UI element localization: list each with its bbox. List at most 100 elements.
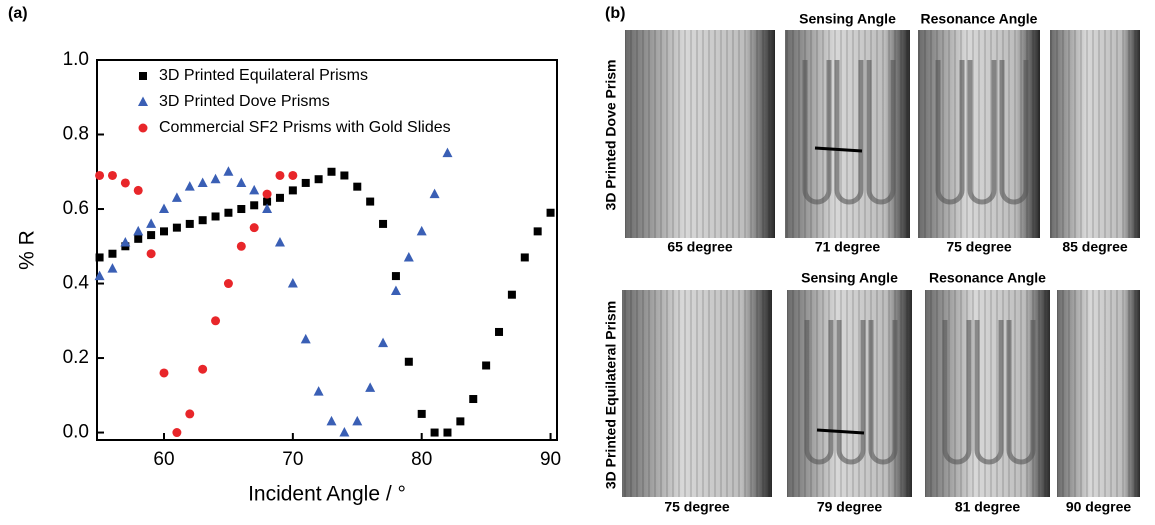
marker	[416, 225, 427, 236]
marker	[443, 428, 452, 437]
marker	[366, 197, 375, 206]
marker	[107, 170, 117, 180]
marker	[249, 184, 260, 195]
micrograph-texture	[625, 30, 775, 238]
marker	[172, 428, 182, 438]
marker	[237, 205, 246, 214]
plot-frame	[96, 59, 558, 441]
channel	[942, 320, 972, 465]
marker	[403, 251, 414, 262]
x-axis-label: Incident Angle / °	[248, 483, 406, 506]
marker	[275, 170, 285, 180]
marker	[314, 175, 323, 184]
caption: 75 degree	[664, 499, 730, 515]
marker	[287, 278, 298, 288]
marker	[185, 409, 195, 419]
y-tick-label: 0.8	[63, 124, 89, 145]
marker	[313, 386, 324, 396]
caption: 71 degree	[815, 239, 881, 255]
marker	[520, 253, 529, 262]
marker	[139, 72, 147, 80]
marker	[211, 212, 220, 221]
marker	[442, 147, 453, 158]
marker	[146, 249, 156, 259]
marker	[185, 219, 194, 228]
marker	[274, 237, 285, 247]
marker	[533, 227, 542, 236]
marker	[546, 208, 555, 217]
marker	[197, 177, 208, 187]
marker	[120, 178, 130, 188]
marker	[133, 225, 144, 236]
marker	[250, 201, 259, 210]
x-tick-label: 70	[282, 449, 303, 470]
marker	[263, 197, 272, 206]
column-header: Resonance Angle	[929, 270, 1046, 286]
column-header: Resonance Angle	[921, 11, 1038, 27]
caption: 79 degree	[817, 499, 883, 515]
marker	[236, 241, 246, 251]
marker	[159, 368, 169, 378]
caption: 75 degree	[946, 239, 1012, 255]
marker	[120, 237, 131, 247]
caption: 90 degree	[1066, 499, 1132, 515]
channel	[834, 60, 864, 205]
marker	[390, 285, 401, 295]
micrograph-texture	[622, 290, 772, 497]
marker	[224, 208, 233, 217]
y-tick-label: 0.0	[63, 422, 89, 443]
marker	[223, 166, 234, 176]
marker	[159, 203, 170, 214]
x-tick-label: 60	[153, 449, 174, 470]
marker	[172, 223, 181, 232]
channel	[1006, 320, 1036, 465]
scale-line	[814, 146, 863, 153]
micrograph-texture	[1057, 290, 1140, 497]
marker	[482, 361, 491, 370]
marker	[171, 192, 182, 202]
marker	[198, 216, 207, 225]
marker	[146, 218, 157, 228]
marker	[94, 270, 105, 281]
legend-label: 3D Printed Dove Prisms	[159, 93, 330, 110]
marker	[249, 223, 259, 233]
y-tick-label: 1.0	[63, 49, 89, 70]
marker	[300, 333, 311, 344]
panel-label: (a)	[8, 5, 28, 22]
channel	[967, 60, 997, 205]
marker	[138, 123, 148, 133]
panel-label: (b)	[605, 5, 625, 22]
legend-label: Commercial SF2 Prisms with Gold Slides	[159, 119, 451, 136]
marker	[326, 415, 337, 426]
marker	[236, 177, 247, 187]
channel	[935, 60, 965, 205]
row-title: 3D Printed Dove Prism	[603, 60, 619, 211]
marker	[301, 178, 310, 187]
marker	[198, 364, 208, 374]
marker	[429, 188, 440, 199]
column-header: Sensing Angle	[799, 11, 896, 27]
marker	[288, 170, 298, 180]
marker	[353, 182, 362, 191]
caption: 81 degree	[955, 499, 1021, 515]
marker	[327, 167, 336, 176]
marker	[352, 415, 363, 426]
channel	[999, 60, 1029, 205]
marker	[507, 290, 516, 299]
y-axis-label: % R	[16, 230, 39, 270]
marker	[365, 382, 376, 392]
marker	[210, 173, 221, 184]
legend-label: 3D Printed Equilateral Prisms	[159, 67, 368, 84]
marker	[95, 170, 105, 180]
marker	[262, 189, 272, 199]
marker	[107, 263, 118, 273]
column-header: Sensing Angle	[801, 270, 898, 286]
marker	[379, 219, 388, 228]
y-tick-label: 0.4	[63, 273, 90, 294]
marker	[378, 337, 389, 348]
y-tick-label: 0.2	[63, 347, 89, 368]
scale-line	[816, 428, 865, 435]
channel	[804, 320, 834, 465]
marker	[469, 395, 478, 404]
